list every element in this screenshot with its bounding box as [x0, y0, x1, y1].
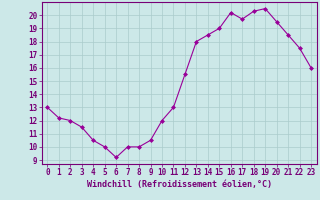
X-axis label: Windchill (Refroidissement éolien,°C): Windchill (Refroidissement éolien,°C) — [87, 180, 272, 189]
